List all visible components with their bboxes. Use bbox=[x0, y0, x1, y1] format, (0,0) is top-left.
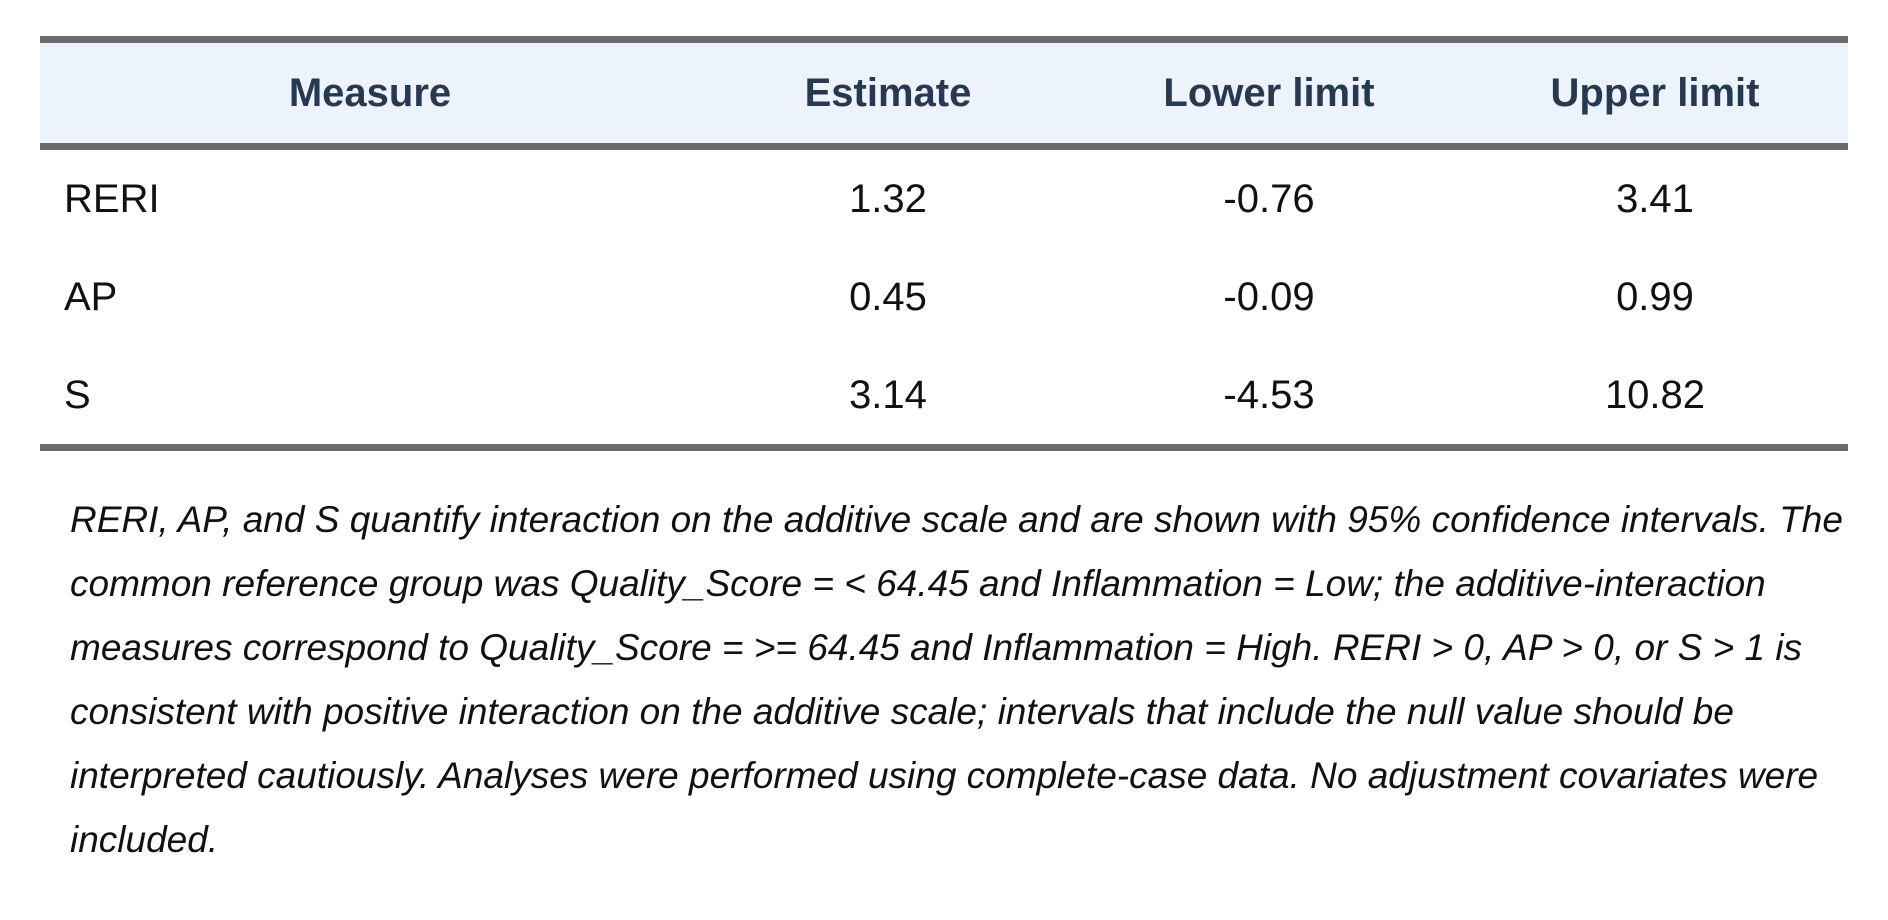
table-row: AP 0.45 -0.09 0.99 bbox=[40, 248, 1848, 346]
table-footnote: RERI, AP, and S quantify interaction on … bbox=[70, 499, 1843, 860]
table-row: RERI 1.32 -0.76 3.41 bbox=[40, 147, 1848, 249]
interaction-table-container: Measure Estimate Lower limit Upper limit… bbox=[40, 36, 1848, 451]
cell-estimate: 0.45 bbox=[849, 274, 927, 319]
cell-measure: AP bbox=[64, 274, 118, 319]
cell-estimate: 1.32 bbox=[849, 176, 927, 221]
cell-lower-limit: -0.76 bbox=[1223, 176, 1315, 221]
cell-measure: RERI bbox=[64, 176, 160, 221]
header-row: Measure Estimate Lower limit Upper limit bbox=[40, 39, 1848, 147]
table-row: S 3.14 -4.53 10.82 bbox=[40, 346, 1848, 448]
cell-measure: S bbox=[64, 372, 91, 417]
cell-upper-limit: 0.99 bbox=[1616, 274, 1694, 319]
cell-upper-limit: 10.82 bbox=[1604, 372, 1706, 417]
cell-estimate: 3.14 bbox=[849, 372, 927, 417]
header-measure: Measure bbox=[288, 70, 452, 115]
header-upper-limit: Upper limit bbox=[1550, 70, 1760, 115]
cell-lower-limit: -4.53 bbox=[1223, 372, 1315, 417]
header-lower-limit: Lower limit bbox=[1163, 70, 1375, 115]
table-header: Measure Estimate Lower limit Upper limit bbox=[40, 39, 1848, 147]
header-estimate: Estimate bbox=[804, 70, 972, 115]
table-body: RERI 1.32 -0.76 3.41 AP 0.45 -0.09 0.99 … bbox=[40, 147, 1848, 448]
interaction-measures-table: Measure Estimate Lower limit Upper limit… bbox=[40, 36, 1848, 451]
cell-upper-limit: 3.41 bbox=[1616, 176, 1694, 221]
cell-lower-limit: -0.09 bbox=[1223, 274, 1315, 319]
